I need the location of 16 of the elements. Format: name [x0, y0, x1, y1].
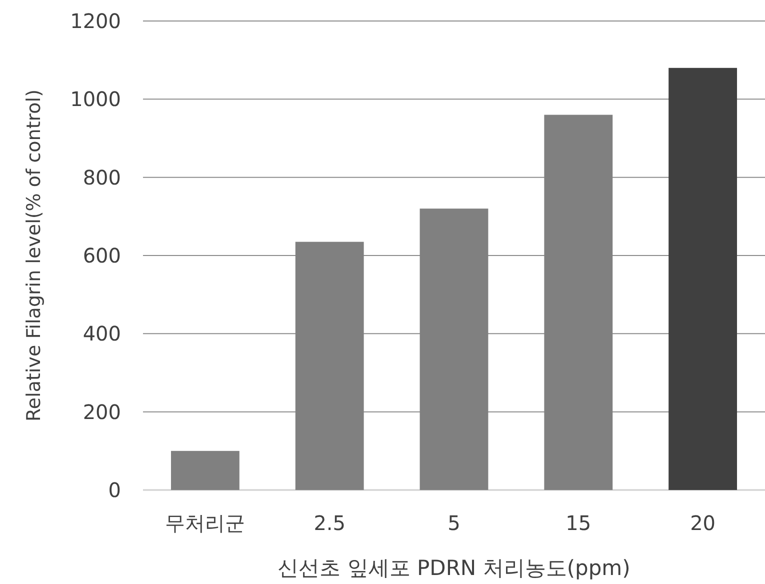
bar [170, 450, 240, 490]
bar [668, 68, 738, 490]
y-tick-label: 1000 [70, 87, 121, 112]
x-tick-label: 2.5 [314, 511, 346, 535]
y-tick-label: 400 [82, 322, 121, 346]
y-axis-title: Relative Filagrin level(% of control) [23, 90, 45, 422]
y-tick-label: 0 [108, 478, 121, 502]
y-tick-label: 600 [82, 244, 121, 268]
x-tick-label: 무처리군 [165, 511, 246, 535]
y-tick-label: 200 [82, 400, 121, 424]
y-tick-label: 1200 [70, 9, 121, 33]
x-tick-label: 20 [690, 511, 716, 535]
x-tick-label: 5 [448, 511, 460, 535]
x-tick-label: 15 [566, 511, 592, 535]
y-tick-label: 800 [82, 165, 121, 190]
x-axis-title: 신선초 잎세포 PDRN 처리농도(ppm) [278, 556, 630, 580]
